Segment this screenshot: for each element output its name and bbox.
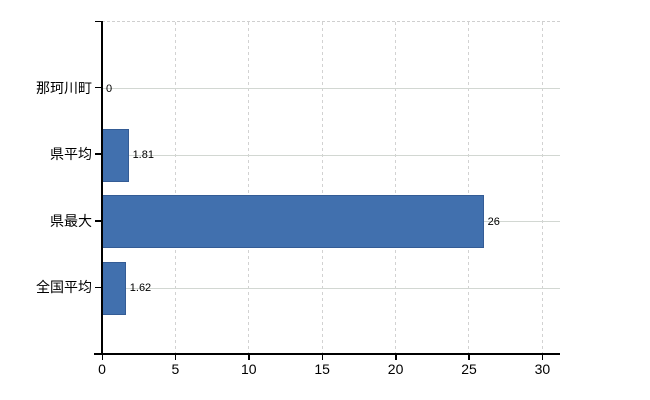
bar-value-label: 1.62 — [129, 282, 152, 295]
x-tick-label: 20 — [387, 361, 404, 377]
category-label: 県平均 — [50, 146, 92, 163]
bar-value-label: 1.81 — [132, 149, 154, 162]
bar-value-label: 26 — [487, 215, 500, 228]
y-axis-tick — [95, 20, 102, 22]
x-axis-tick — [395, 355, 397, 360]
x-axis-tick — [541, 355, 544, 360]
x-axis-tick — [248, 355, 250, 360]
x-axis-line — [94, 353, 560, 355]
y-axis-tick — [95, 286, 102, 289]
x-tick-label: 5 — [171, 361, 180, 377]
y-axis-tick — [95, 153, 102, 155]
vertical-gridline — [395, 22, 397, 354]
bar — [102, 195, 484, 249]
plot-area: 0 1.81 26 1.62 — [102, 21, 560, 354]
x-tick-label: 30 — [534, 361, 551, 377]
vertical-gridline — [174, 22, 176, 354]
vertical-gridline — [321, 22, 323, 354]
x-tick-label: 15 — [314, 361, 330, 377]
category-label: 全国平均 — [36, 279, 92, 296]
y-axis-tick — [95, 220, 102, 222]
horizontal-gridline — [102, 287, 560, 289]
horizontal-gridline — [102, 88, 560, 90]
horizontal-gridline — [102, 154, 560, 156]
x-axis-tick — [101, 355, 103, 360]
x-axis-tick — [174, 355, 177, 360]
x-tick-label: 10 — [240, 361, 257, 377]
x-tick-label: 0 — [98, 361, 106, 377]
x-axis-tick — [321, 355, 324, 360]
y-axis-tick — [95, 86, 102, 89]
vertical-gridline — [468, 22, 470, 354]
bar-value-label: 0 — [106, 82, 113, 95]
x-tick-label: 25 — [461, 361, 477, 377]
y-axis-line — [101, 21, 103, 354]
bar — [102, 128, 129, 182]
vertical-gridline — [248, 22, 250, 354]
x-axis-tick — [468, 355, 470, 360]
bar — [102, 261, 126, 315]
category-label: 県最大 — [50, 212, 92, 229]
category-label: 那珂川町 — [36, 79, 92, 96]
vertical-gridline — [541, 22, 543, 354]
